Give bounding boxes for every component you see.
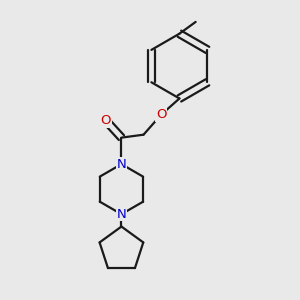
Text: N: N xyxy=(117,158,126,171)
Text: O: O xyxy=(100,114,111,127)
Text: O: O xyxy=(156,108,166,121)
Text: N: N xyxy=(117,208,126,221)
